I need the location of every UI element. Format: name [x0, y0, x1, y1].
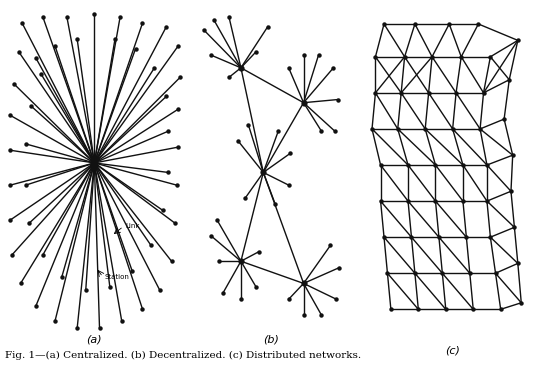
Text: (c): (c) — [445, 345, 460, 356]
Text: Fig. 1—(a) Centralized. (b) Decentralized. (c) Distributed networks.: Fig. 1—(a) Centralized. (b) Decentralize… — [5, 351, 362, 360]
Text: Link: Link — [125, 223, 139, 229]
Text: (a): (a) — [86, 334, 102, 344]
Text: Station: Station — [104, 274, 130, 280]
Text: (b): (b) — [263, 334, 279, 344]
